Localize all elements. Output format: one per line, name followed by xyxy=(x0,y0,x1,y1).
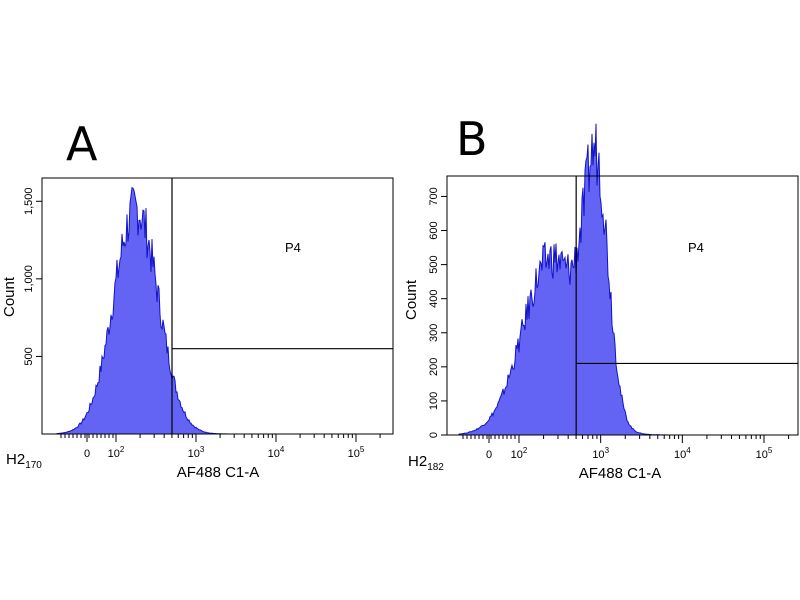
gate-label-b: P4 xyxy=(688,240,704,255)
x-tick-exponent: 4 xyxy=(686,446,691,455)
x-tick-base: 10 xyxy=(674,449,686,461)
y-tick-label: 700 xyxy=(428,187,440,205)
panel-letter-b: B xyxy=(456,112,488,166)
x-tick-base: 0 xyxy=(486,449,492,461)
corner-main-b: H2 xyxy=(408,453,427,470)
x-tick-base: 10 xyxy=(268,448,280,460)
y-tick-label: 300 xyxy=(428,324,440,342)
y-tick-label: 200 xyxy=(428,358,440,376)
x-tick-base: 10 xyxy=(188,448,200,460)
x-tick-base: 10 xyxy=(756,449,768,461)
y-tick-label: 1,500 xyxy=(23,188,35,216)
panel-letter-a: A xyxy=(66,117,98,171)
y-tick-label: 500 xyxy=(428,255,440,273)
plot-frame-a xyxy=(41,177,394,435)
x-tick-label: 0 xyxy=(84,448,90,460)
x-tick-base: 10 xyxy=(511,449,523,461)
y-axis-b: 0 100 200 300 400 500 600 700 xyxy=(428,187,447,438)
plot-frame-b xyxy=(446,175,799,436)
x-tick-label: 104 xyxy=(268,445,285,460)
x-tick-exponent: 2 xyxy=(523,446,528,455)
gate-label-a: P4 xyxy=(285,240,301,255)
y-tick-label: 400 xyxy=(428,290,440,308)
x-tick-exponent: 5 xyxy=(360,445,365,454)
x-tick-label: 105 xyxy=(348,445,365,460)
x-tick-base: 0 xyxy=(84,448,90,460)
x-tick-base: 10 xyxy=(348,448,360,460)
x-tick-label: 102 xyxy=(511,446,528,461)
histogram-area xyxy=(458,123,796,436)
y-tick-label: 0 xyxy=(428,432,440,438)
histogram-b xyxy=(458,123,796,436)
gate-p4-a xyxy=(171,178,393,434)
x-tick-exponent: 2 xyxy=(120,445,125,454)
x-axis-title-a: AF488 C1-A xyxy=(177,464,260,481)
x-axis-title-b: AF488 C1-A xyxy=(579,465,662,482)
y-axis-title-b: Count xyxy=(403,279,420,320)
corner-subscript-a: 170 xyxy=(25,460,42,471)
y-tick-label: 500 xyxy=(23,347,35,365)
corner-subscript-b: 182 xyxy=(427,462,444,473)
x-tick-label: 104 xyxy=(674,446,691,461)
x-tick-label: 103 xyxy=(592,446,609,461)
x-tick-exponent: 4 xyxy=(280,445,285,454)
x-tick-base: 10 xyxy=(592,449,604,461)
x-tick-exponent: 5 xyxy=(768,446,773,455)
x-tick-exponent: 3 xyxy=(605,446,610,455)
x-tick-label: 102 xyxy=(108,445,125,460)
x-axis-b: 0 102 103 104 105 xyxy=(462,435,790,461)
corner-label-a: H2170 xyxy=(6,451,42,471)
y-axis-title-a: Count xyxy=(1,276,18,317)
x-axis-a: 0 102 103 104 105 xyxy=(60,434,381,460)
histogram-area xyxy=(56,186,391,435)
corner-label-b: H2182 xyxy=(408,453,444,473)
corner-main-a: H2 xyxy=(6,451,25,468)
x-tick-label: 0 xyxy=(486,449,492,461)
y-tick-label: 600 xyxy=(428,221,440,239)
y-tick-label: 100 xyxy=(428,392,440,410)
x-tick-base: 10 xyxy=(108,448,120,460)
y-tick-label: 1,000 xyxy=(23,265,35,293)
x-tick-label: 105 xyxy=(756,446,773,461)
x-tick-exponent: 3 xyxy=(200,445,205,454)
histogram-a xyxy=(56,186,391,435)
y-axis-a: 500 1,000 1,500 xyxy=(23,188,42,366)
x-tick-label: 103 xyxy=(188,445,205,460)
gate-p4-b xyxy=(575,176,798,435)
